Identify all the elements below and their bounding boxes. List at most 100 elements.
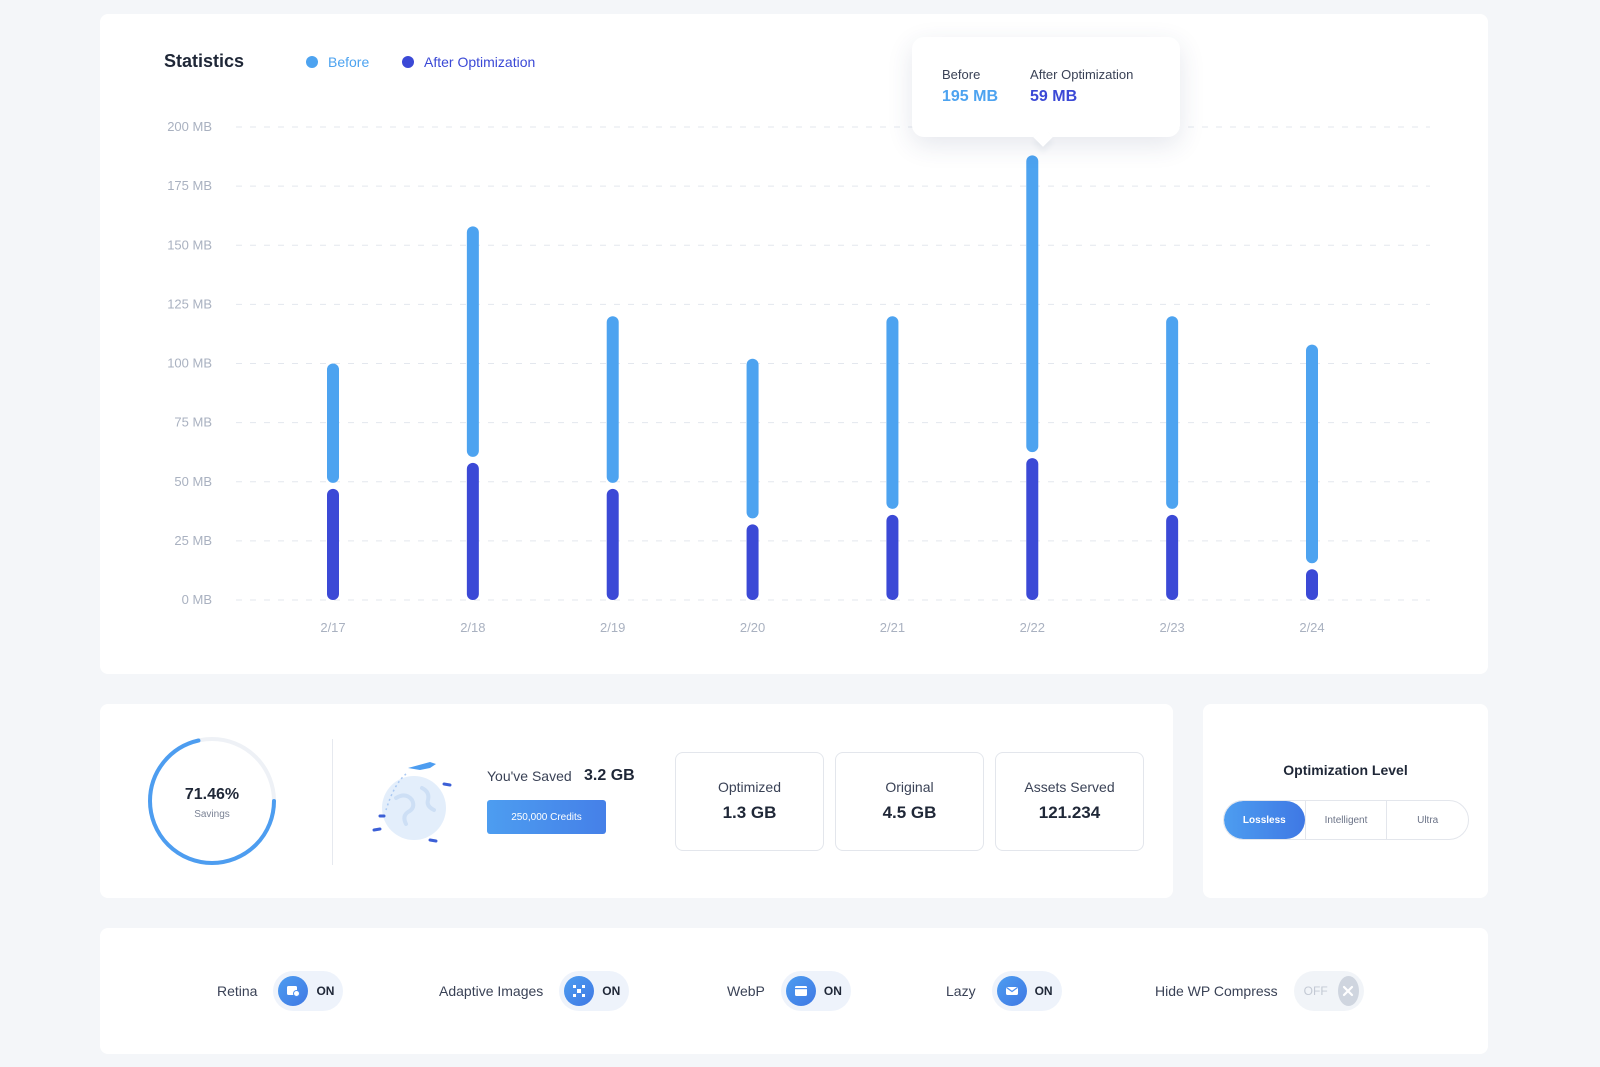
credits-button[interactable]: 250,000 Credits [487,800,606,834]
bar-after-optimization[interactable] [1166,514,1179,600]
savings-ring [148,737,276,865]
toggle-webp-state: ON [823,984,842,998]
toggle-lazy[interactable]: ON [991,971,1062,1011]
x-tick-label: 2/22 [1020,620,1045,635]
bar-before[interactable] [1026,155,1039,453]
statistics-title: Statistics [164,51,245,71]
globe-plane-icon [372,762,452,843]
tooltip-before-value: 195 MB [942,88,999,105]
toggle-retina-state: ON [316,984,335,998]
savings-percent: 71.46% [184,786,240,803]
level-lossless[interactable]: Lossless [1224,801,1305,839]
level-ultra[interactable]: Ultra [1386,801,1468,839]
x-tick-label: 2/23 [1159,620,1184,635]
bar-after-optimization[interactable] [327,488,339,600]
tooltip-before: Before 195 MB [942,67,998,107]
level-intelligent[interactable]: Intelligent [1304,801,1387,839]
bar-before[interactable] [606,316,619,483]
toggle-adaptive-state: ON [602,984,621,998]
stat-optimized-value: 1.3 GB [722,803,777,822]
stat-served-value: 121.234 [1038,803,1101,822]
bar-before[interactable] [466,226,479,457]
optimization-level-card: Optimization Level Lossless Intelligent … [1203,704,1488,898]
tooltip-after-value: 59 MB [1030,88,1078,105]
toggle-adaptive-label: Adaptive Images [439,983,544,999]
y-tick-label: 0 MB [182,592,212,607]
toggle-hide-state: OFF [1303,984,1328,998]
toggle-webp[interactable]: ON [780,971,851,1011]
legend-after-dot [402,56,414,68]
lazy-icon [996,976,1027,1006]
bar-before[interactable] [1306,344,1318,564]
bar-after-optimization[interactable] [606,488,619,600]
stat-original-value: 4.5 GB [882,803,937,822]
optimization-level-selector: Lossless Intelligent Ultra [1223,800,1469,840]
y-tick-label: 150 MB [167,237,212,252]
x-tick-label: 2/20 [740,620,765,635]
x-tick-label: 2/18 [460,620,485,635]
toggle-adaptive-images[interactable]: ON [559,971,630,1011]
stat-served-label: Assets Served [1024,779,1115,795]
legend-after-label: After Optimization [424,54,536,70]
saved-label: You've Saved [487,768,572,784]
savings-label: Savings [194,809,230,820]
bar-after-optimization[interactable] [886,514,899,600]
toggle-retina[interactable]: ON [273,971,344,1011]
close-icon [1337,976,1359,1006]
divider [332,739,333,865]
toggle-lazy-state: ON [1034,984,1053,998]
webp-icon [785,976,816,1006]
tooltip-after-label: After Optimization [1030,67,1134,82]
retina-icon [278,976,309,1006]
legend-before[interactable]: Before [306,54,369,70]
y-tick-label: 125 MB [167,296,212,311]
y-tick-label: 175 MB [167,178,212,193]
adaptive-icon [564,976,595,1006]
saved-value: 3.2 GB [584,767,635,784]
stat-optimized-label: Optimized [717,779,782,795]
stat-box-assets-served: Assets Served 121.234 [995,752,1144,851]
savings-ring-progress [148,737,276,865]
optimization-level-title: Optimization Level [1283,762,1408,778]
bar-after-optimization[interactable] [466,462,479,600]
tooltip-after: After Optimization 59 MB [1030,67,1133,107]
toggle-group-webp: WebP ON [727,971,851,1011]
bar-before[interactable] [327,363,339,483]
stat-original-label: Original [885,779,934,795]
toggle-group-lazy: Lazy ON [946,971,1062,1011]
y-tick-label: 50 MB [174,474,212,489]
chart-tooltip: Before 195 MB After Optimization 59 MB [912,37,1180,137]
toggle-group-adaptive-images: Adaptive Images ON [439,971,630,1011]
stat-box-optimized: Optimized 1.3 GB [675,752,824,851]
toggle-retina-label: Retina [217,983,258,999]
legend-before-label: Before [328,54,370,70]
y-tick-label: 100 MB [167,356,212,371]
legend-before-dot [306,56,318,68]
y-tick-label: 25 MB [174,533,212,548]
legend-after-optimization[interactable]: After Optimization [402,54,535,70]
toggle-hide-label: Hide WP Compress [1155,983,1278,999]
bar-after-optimization[interactable] [1306,569,1318,600]
toggle-webp-label: WebP [727,983,765,999]
bar-before[interactable] [746,358,759,519]
x-tick-label: 2/24 [1299,620,1324,635]
toggle-group-hide-wp-compress: Hide WP Compress OFF [1155,971,1364,1011]
x-tick-label: 2/17 [320,620,345,635]
bar-after-optimization[interactable] [746,524,759,600]
x-tick-label: 2/19 [600,620,625,635]
x-tick-label: 2/21 [880,620,905,635]
bar-before[interactable] [1166,316,1179,509]
y-tick-label: 200 MB [167,119,212,134]
bar-before[interactable] [886,316,899,509]
savings-card: 71.46% Savings You've Saved 3.2 GB 250,0… [100,704,1173,898]
toggle-hide-wp-compress[interactable]: OFF [1293,971,1364,1011]
bar-after-optimization[interactable] [1026,458,1039,600]
toggle-lazy-label: Lazy [946,983,976,999]
settings-toggles-card: Retina ON Adaptive Images ON WebP ON Laz… [100,928,1488,1054]
toggle-group-retina: Retina ON [217,971,344,1011]
stat-box-original: Original 4.5 GB [835,752,984,851]
tooltip-before-label: Before [942,67,981,82]
statistics-card: 0 MB 25 MB 50 MB 75 MB 100 MB 125 MB 150 MB 175… [100,14,1488,674]
y-tick-label: 75 MB [174,415,212,430]
statistics-chart: 0 MB 25 MB 50 MB 75 MB 100 MB 125 MB 150 MB 175… [167,119,1430,635]
